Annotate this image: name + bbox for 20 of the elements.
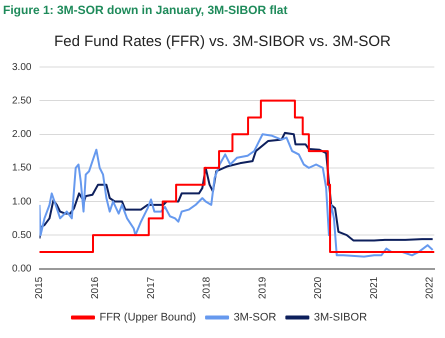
x-tick-label: 2021 [368,276,380,300]
x-tick-label: 2015 [34,276,46,300]
x-tick-label: 2022 [424,276,436,300]
x-tick-label: 2020 [313,276,324,300]
legend-label: FFR (Upper Bound) [99,312,196,324]
chart-subtitle: Fed Fund Rates (FFR) vs. 3M-SIBOR vs. 3M-SOR [53,33,392,52]
y-tick-label: 0.50 [12,230,32,241]
x-tick-label: 2016 [90,276,101,300]
x-tick-label: 2017 [146,276,157,300]
y-tick-label: 3.00 [12,62,32,73]
y-tick-label: 1.50 [12,162,32,174]
legend-label: 3M-SOR [234,312,276,324]
x-tick-label: 2018 [202,276,213,300]
chart-title: Figure 1: 3M-SOR down in January, 3M-SIBOR flat [2,2,288,19]
y-tick-label: 1.00 [12,196,32,208]
y-tick-label: 2.00 [12,129,32,140]
y-tick-label: 0.00 [12,264,32,275]
y-tick-label: 2.50 [12,95,32,106]
x-tick-label: 2019 [257,276,268,300]
legend-label: 3M-SIBOR [314,312,368,324]
